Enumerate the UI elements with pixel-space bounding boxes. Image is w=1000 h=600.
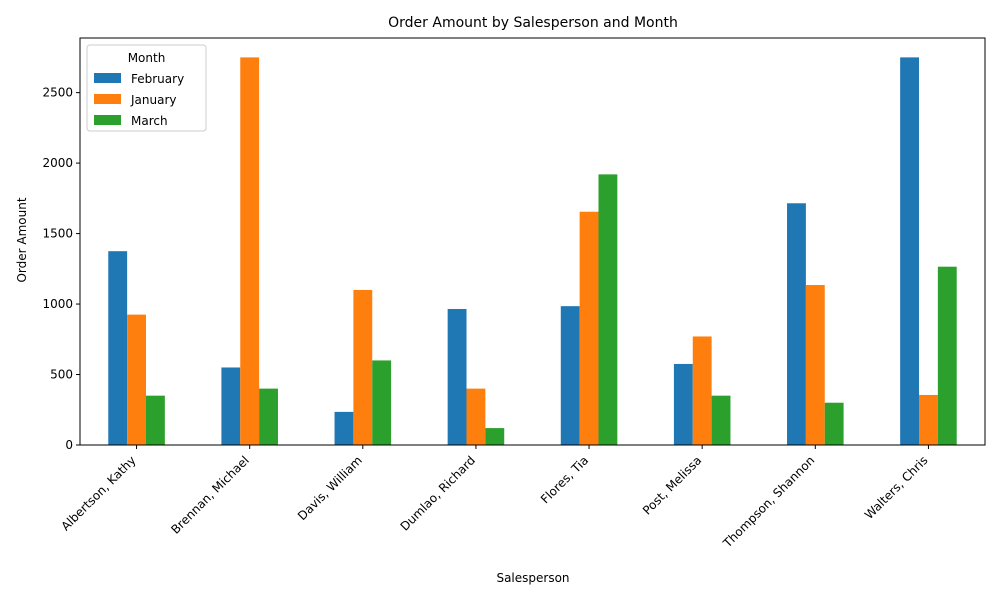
bar-march-1	[259, 388, 278, 445]
bar-february-6	[787, 203, 806, 445]
x-tick-label: Dumlao, Richard	[398, 453, 478, 533]
y-tick-label: 1000	[42, 297, 73, 311]
bar-march-7	[937, 266, 957, 445]
y-tick-label: 1500	[42, 227, 73, 241]
x-tick-label: Walters, Chris	[862, 453, 931, 522]
bar-march-4	[598, 174, 618, 445]
legend-label-february: February	[131, 72, 184, 86]
x-tick-label: Flores, Tia	[538, 453, 591, 506]
legend: Month February January March	[86, 44, 207, 132]
y-tick-label: 2500	[42, 86, 73, 100]
chart-title: Order Amount by Salesperson and Month	[388, 15, 678, 31]
bar-january-6	[805, 285, 825, 445]
bar-march-2	[372, 360, 392, 445]
bar-january-5	[692, 336, 712, 445]
y-axis-label: Order Amount	[15, 197, 29, 282]
bar-february-5	[673, 363, 693, 445]
x-axis-label: Salesperson	[496, 571, 569, 585]
x-tick-label: Albertson, Kathy	[58, 453, 138, 533]
bar-february-4	[560, 306, 580, 445]
y-tick-label: 2000	[42, 156, 73, 170]
bar-february-3	[447, 308, 467, 445]
legend-label-january: January	[130, 93, 177, 107]
bar-march-6	[824, 402, 844, 445]
bar-january-2	[353, 289, 373, 445]
x-tick-label: Brennan, Michael	[168, 453, 251, 536]
x-tick-label: Post, Melissa	[640, 453, 704, 517]
legend-swatch-march	[94, 115, 121, 125]
legend-box	[86, 44, 207, 132]
bar-january-0	[127, 314, 146, 445]
bar-february-7	[900, 57, 920, 445]
legend-title: Month	[128, 51, 166, 65]
bar-february-0	[108, 251, 128, 445]
bar-february-1	[221, 367, 241, 445]
bar-february-2	[334, 411, 354, 445]
legend-swatch-january	[94, 94, 121, 104]
plot-frame	[79, 37, 986, 446]
bar-march-5	[711, 395, 731, 445]
bar-march-3	[485, 428, 505, 445]
bar-january-1	[240, 57, 260, 445]
x-tick-label: Davis, William	[295, 453, 365, 523]
legend-label-march: March	[131, 114, 168, 128]
legend-swatch-february	[94, 73, 121, 83]
bar-january-4	[579, 211, 599, 445]
y-tick-label: 0	[65, 438, 73, 452]
bar-march-0	[145, 395, 165, 445]
bar-january-7	[919, 394, 938, 445]
bars-layer	[108, 57, 957, 445]
x-tick-label: Thompson, Shannon	[720, 453, 818, 551]
bar-january-3	[466, 388, 486, 445]
y-tick-label: 500	[50, 368, 73, 382]
